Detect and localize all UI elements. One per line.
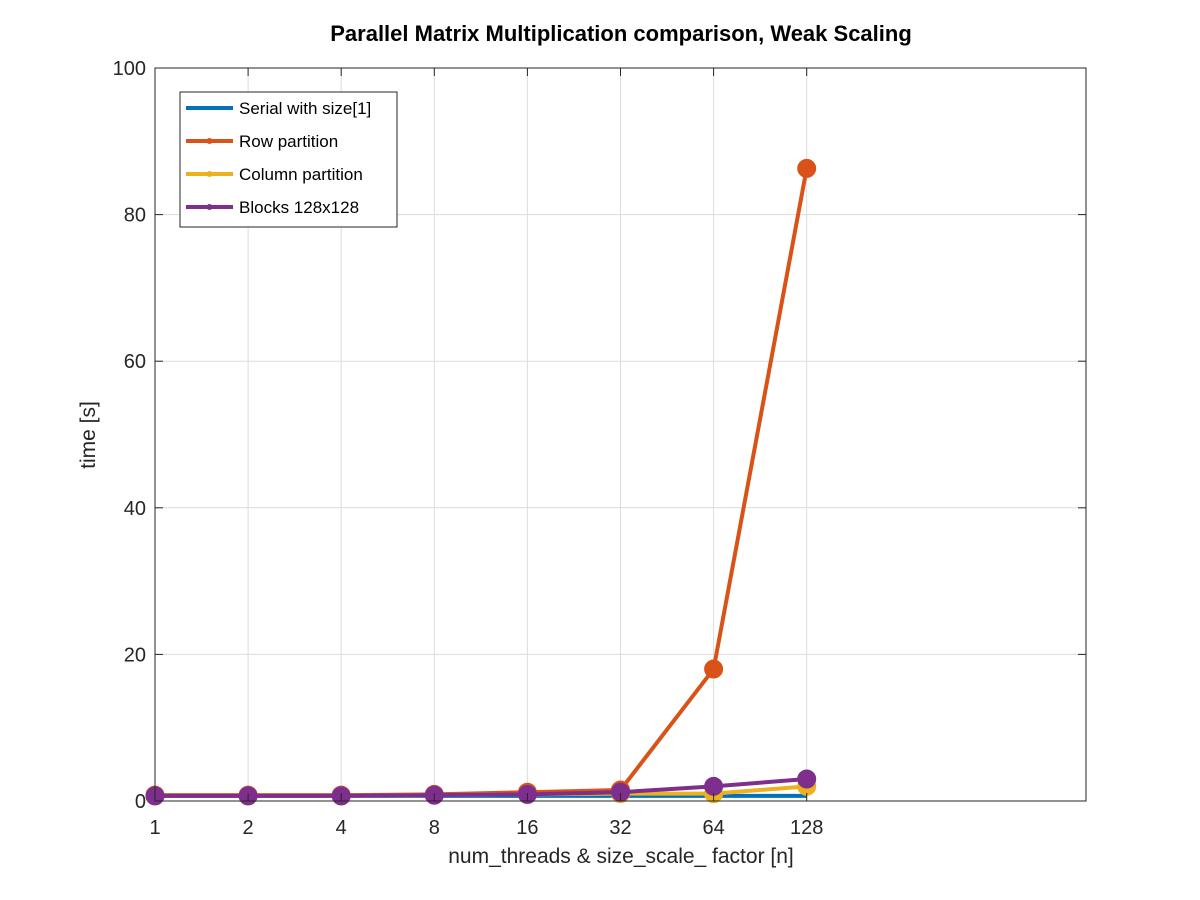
- x-tick-label: 8: [429, 817, 440, 839]
- y-tick-label: 80: [124, 205, 146, 227]
- chart-title: Parallel Matrix Multiplication compariso…: [330, 21, 912, 46]
- x-tick-label: 16: [516, 817, 538, 839]
- data-point: [797, 769, 817, 789]
- series-layer: [145, 158, 817, 806]
- axis-ticks: 1 2 4 8 16 32 64 128 0 20 40 60 80 100: [113, 58, 1086, 839]
- legend-marker: [206, 171, 213, 177]
- y-tick-label: 100: [113, 58, 146, 80]
- y-tick-label: 20: [124, 644, 146, 666]
- legend-marker: [206, 204, 213, 210]
- legend-box: [179, 91, 398, 228]
- x-tick-label: 4: [336, 817, 347, 839]
- data-point: [704, 659, 724, 679]
- x-axis-label: num_threads & size_scale_ factor [n]: [448, 845, 794, 868]
- x-tick-label: 2: [243, 817, 254, 839]
- x-tick-label: 32: [609, 817, 631, 839]
- legend-label: Serial with size[1]: [239, 99, 371, 118]
- legend: Serial with size[1] Row partition Column p…: [179, 91, 398, 228]
- legend-label: Blocks 128x128: [239, 198, 359, 217]
- y-tick-label: 40: [124, 498, 146, 520]
- data-point: [797, 158, 817, 178]
- legend-label: Row partition: [239, 132, 338, 151]
- series-line: [155, 777, 807, 798]
- legend-marker: [206, 138, 213, 144]
- x-tick-label: 64: [702, 817, 724, 839]
- y-tick-label: 0: [135, 791, 146, 813]
- data-point: [704, 776, 724, 796]
- legend-label: Column partition: [239, 165, 363, 184]
- x-tick-label: 128: [790, 817, 823, 839]
- y-axis-label: time [s]: [77, 401, 100, 469]
- x-tick-label: 1: [149, 817, 160, 839]
- y-tick-label: 60: [124, 351, 146, 373]
